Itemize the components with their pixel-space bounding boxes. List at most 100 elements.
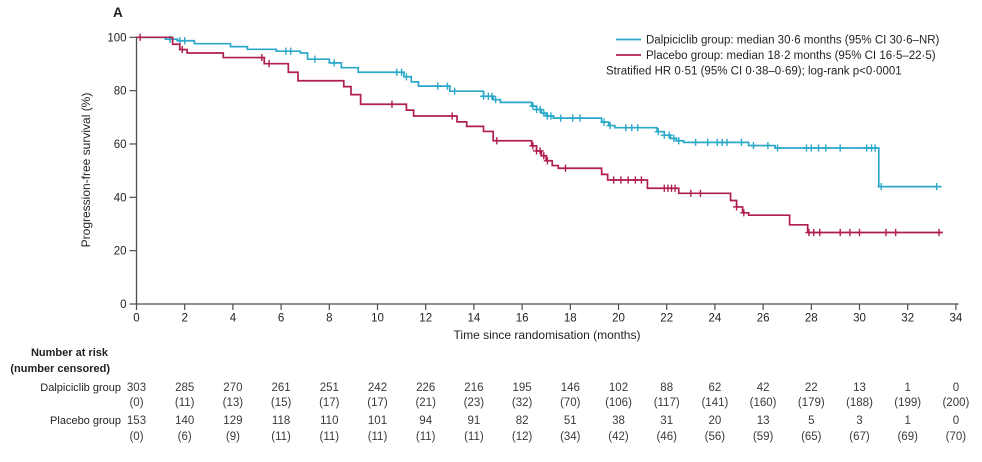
x-tick-label: 16	[516, 313, 529, 325]
x-tick-label: 30	[853, 313, 866, 325]
risk-censored-value: (70)	[560, 397, 581, 409]
x-tick-label: 14	[468, 313, 481, 325]
risk-censored-value: (56)	[705, 431, 726, 443]
y-tick-label: 100	[107, 32, 126, 44]
x-tick-label: 18	[564, 313, 577, 325]
risk-at-risk-value: 22	[805, 382, 818, 394]
censor-tick-icon	[311, 55, 319, 63]
risk-at-risk-value: 146	[561, 382, 580, 394]
censor-tick-icon	[610, 176, 618, 184]
censor-tick-icon	[628, 124, 636, 132]
risk-at-risk-value: 94	[419, 415, 432, 427]
risk-censored-value: (11)	[464, 431, 484, 443]
risk-censored-value: (21)	[415, 397, 436, 409]
risk-censored-value: (11)	[368, 431, 388, 443]
risk-censored-value: (200)	[942, 397, 969, 409]
censor-tick-icon	[836, 228, 844, 237]
risk-at-risk-value: 285	[175, 382, 194, 394]
x-tick-label: 20	[612, 313, 625, 325]
censor-tick-icon	[871, 144, 879, 152]
risk-at-risk-value: 261	[272, 382, 291, 394]
censor-tick-icon	[529, 102, 537, 110]
x-tick-label: 28	[805, 313, 818, 325]
censor-tick-icon	[402, 73, 411, 81]
censor-tick-icon	[671, 184, 679, 192]
censor-tick-icon	[670, 134, 678, 142]
y-tick-label: 0	[120, 299, 126, 311]
legend: Dalpiciclib group: median 30·6 months (9…	[606, 35, 940, 78]
risk-censored-value: (188)	[846, 397, 873, 409]
risk-at-risk-value: 31	[660, 415, 673, 427]
risk-censored-value: (6)	[178, 431, 192, 443]
x-tick-label: 10	[371, 313, 384, 325]
censor-tick-icon	[529, 142, 537, 150]
risk-at-risk-value: 251	[320, 382, 339, 394]
risk-censored-value: (0)	[129, 431, 143, 443]
risk-at-risk-value: 1	[904, 415, 910, 427]
risk-censored-value: (15)	[271, 397, 292, 409]
panel-label: A	[113, 5, 123, 20]
censor-tick-icon	[696, 189, 705, 197]
censor-tick-icon	[654, 128, 662, 136]
censor-tick-icon	[540, 152, 548, 160]
censor-tick-icon	[617, 176, 625, 184]
y-tick-label: 80	[114, 86, 127, 98]
risk-at-risk-value: 51	[564, 415, 577, 427]
censor-tick-icon	[443, 82, 451, 90]
risk-censored-value: (13)	[223, 397, 244, 409]
x-tick-label: 24	[709, 313, 722, 325]
risk-at-risk-value: 88	[660, 382, 673, 394]
x-tick-label: 22	[660, 313, 673, 325]
censor-tick-icon	[723, 138, 731, 146]
risk-table-values: 303(0)153(0)285(11)140(6)270(13)129(9)26…	[127, 382, 970, 443]
censor-tick-icon	[561, 164, 570, 172]
censor-tick-icon	[287, 47, 295, 55]
risk-at-risk-value: 1	[904, 382, 910, 394]
censor-tick-icon	[631, 176, 639, 184]
censor-tick-icon	[807, 144, 815, 152]
risk-at-risk-value: 270	[223, 382, 242, 394]
censor-tick-icon	[569, 114, 577, 122]
x-tick-label: 2	[181, 313, 187, 325]
censor-tick-icon	[737, 138, 746, 146]
risk-row-label-dalpiciclib: Dalpiciclib group	[40, 382, 121, 394]
risk-at-risk-value: 82	[516, 415, 529, 427]
censor-tick-icon	[846, 228, 854, 237]
censor-tick-icon	[491, 96, 500, 104]
risk-at-risk-value: 38	[612, 415, 625, 427]
censor-tick-icon	[493, 137, 501, 145]
censor-tick-icon	[434, 82, 442, 90]
risk-at-risk-value: 13	[757, 415, 770, 427]
y-axis-title: Progression-free survival (%)	[79, 93, 93, 248]
risk-censored-value: (42)	[608, 431, 629, 443]
censor-tick-icon	[882, 228, 890, 237]
censor-tick-icon	[822, 144, 830, 152]
risk-censored-value: (32)	[512, 397, 533, 409]
censor-tick-icon	[398, 68, 406, 76]
risk-at-risk-value: 0	[953, 382, 959, 394]
risk-censored-value: (23)	[464, 397, 485, 409]
risk-censored-value: (67)	[849, 431, 870, 443]
risk-censored-value: (17)	[319, 397, 340, 409]
censor-tick-icon	[543, 157, 552, 165]
censor-tick-icon	[814, 144, 823, 152]
legend-label-dalpiciclib: Dalpiciclib group: median 30·6 months (9…	[646, 35, 940, 47]
x-tick-label: 12	[419, 313, 432, 325]
x-tick-label: 6	[278, 313, 284, 325]
risk-at-risk-value: 3	[856, 415, 862, 427]
risk-censored-value: (106)	[605, 397, 632, 409]
x-tick-label: 0	[133, 313, 139, 325]
x-axis-title: Time since randomisation (months)	[454, 328, 641, 342]
risk-at-risk-value: 226	[416, 382, 435, 394]
x-tick-label: 8	[326, 313, 332, 325]
risk-censored-value: (11)	[271, 431, 291, 443]
risk-at-risk-value: 42	[757, 382, 770, 394]
censor-tick-icon	[451, 87, 459, 95]
risk-at-risk-value: 91	[468, 415, 481, 427]
risk-table: Number at risk (number censored) Dalpici…	[10, 347, 969, 443]
censor-tick-icon	[740, 209, 748, 217]
x-tick-label: 4	[230, 313, 237, 325]
